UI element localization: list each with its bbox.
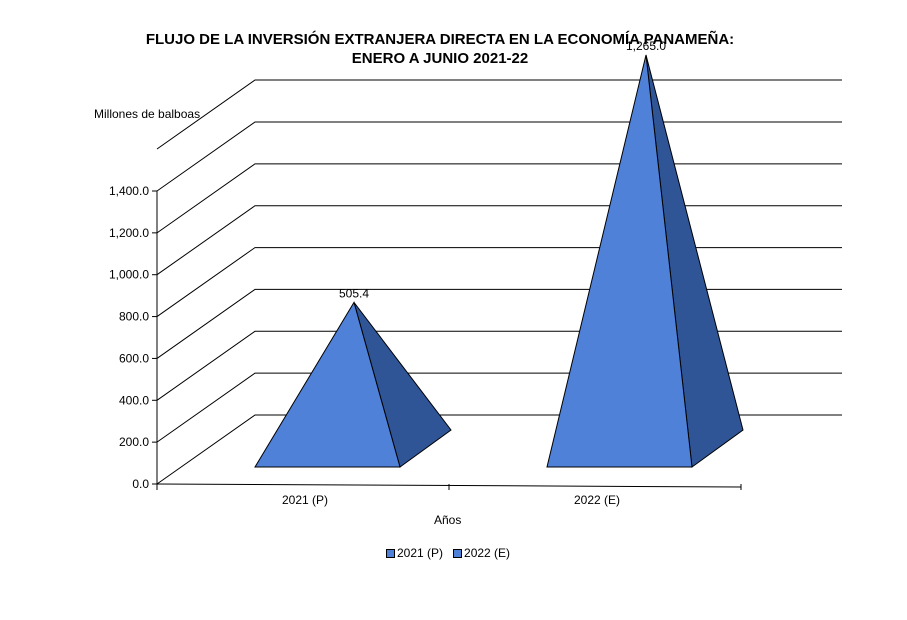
y-tick-label-6: 1,200.0 — [109, 226, 149, 240]
gridline-3 — [156, 288, 842, 359]
y-axis-label: Millones de balboas — [94, 107, 201, 121]
legend-swatch-2022 — [453, 548, 463, 558]
gridline-4 — [156, 247, 842, 317]
y-tick-label-5: 1,000.0 — [109, 268, 149, 282]
gridline-2 — [156, 330, 842, 401]
y-tick-label-1: 200.0 — [119, 435, 149, 449]
legend-label-2022: 2022 (E) — [464, 546, 511, 560]
chart-title-line-2: ENERO A JUNIO 2021-22 — [351, 50, 529, 67]
data-label-0: 505.4 — [339, 286, 369, 300]
y-tick-label-3: 600.0 — [119, 351, 149, 365]
x-tick-label-0: 2021 (P) — [282, 493, 328, 507]
y-tick-label-2: 400.0 — [119, 393, 149, 407]
x-tick-label-1: 2022 (E) — [574, 493, 620, 507]
legend-item-2022: 2022 (E) — [453, 546, 510, 560]
y-tick-label-4: 800.0 — [119, 310, 149, 324]
pyramid-front-0 — [254, 301, 401, 468]
gridline-5 — [156, 205, 842, 276]
gridline-top — [156, 79, 842, 150]
gridline-7 — [156, 121, 842, 192]
gridline-6 — [156, 163, 842, 234]
chart-title-line-1: FLUJO DE LA INVERSIÓN EXTRANJERA DIRECTA… — [145, 31, 735, 48]
chart-title: FLUJO DE LA INVERSIÓN EXTRANJERA DIRECTA… — [0, 30, 880, 68]
legend-item-2021: 2021 (P) — [386, 546, 443, 560]
legend: 2021 (P) 2022 (E) — [386, 546, 520, 560]
y-tick-label-0: 0.0 — [132, 477, 149, 491]
x-axis-label: Años — [434, 513, 462, 527]
y-tick-label-7: 1,400.0 — [109, 184, 149, 198]
pyramid-front-1 — [546, 54, 693, 468]
legend-label-2021: 2021 (P) — [397, 546, 444, 560]
legend-swatch-2021 — [386, 548, 395, 558]
data-label-1: 1,265.0 — [626, 39, 666, 53]
